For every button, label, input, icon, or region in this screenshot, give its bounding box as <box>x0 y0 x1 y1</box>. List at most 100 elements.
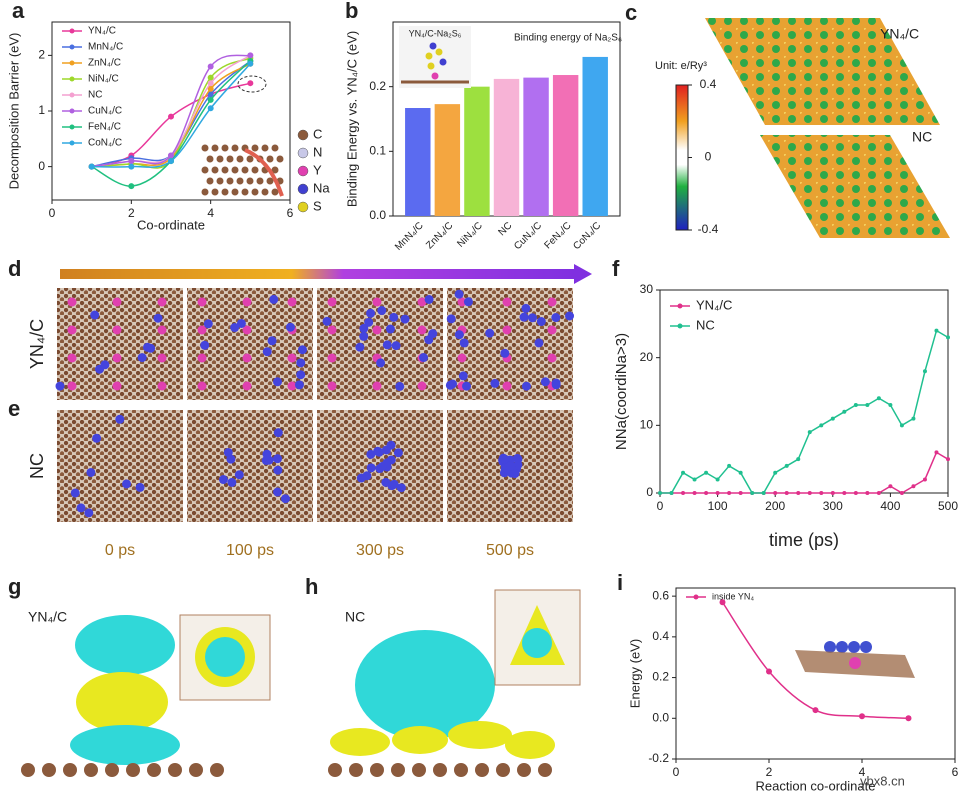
inset-atom <box>236 177 244 185</box>
inset-atom <box>261 144 269 152</box>
na-atom <box>70 488 80 498</box>
na-atom <box>218 475 228 485</box>
inset-atom <box>226 155 234 163</box>
na-atom <box>500 454 510 464</box>
atom-legend-label: Na <box>313 180 330 195</box>
na-atom <box>236 318 246 328</box>
row-label: YN₄/C <box>27 319 47 369</box>
inset-atom <box>271 188 279 196</box>
marker <box>750 491 755 495</box>
inset-atom <box>231 188 239 196</box>
atom <box>84 763 98 777</box>
x-tick-label: 400 <box>880 499 900 513</box>
y-atom <box>242 325 252 335</box>
marker <box>853 403 858 408</box>
atom <box>147 763 161 777</box>
y-atom <box>502 297 512 307</box>
marker <box>727 491 732 495</box>
atom <box>433 763 447 777</box>
atom <box>210 763 224 777</box>
bar <box>464 86 490 217</box>
x-tick-label: 200 <box>765 499 785 513</box>
y-tick-label: 20 <box>640 350 654 364</box>
y-atom <box>67 325 77 335</box>
marker <box>830 416 835 421</box>
marker <box>830 491 835 495</box>
y-atom <box>157 297 167 307</box>
md-snapshot <box>57 410 183 522</box>
na-atom <box>400 314 410 324</box>
na-atom <box>521 303 531 313</box>
marker <box>922 369 927 374</box>
y-tick-label: 2 <box>38 48 45 62</box>
highlight-circle <box>237 75 267 93</box>
na-atom <box>296 370 306 380</box>
marker <box>692 491 697 495</box>
marker <box>773 470 778 475</box>
inset-atom <box>221 166 229 174</box>
isosurface <box>448 721 512 749</box>
x-tick-label: MnN₄/C <box>393 220 426 253</box>
x-tick-label: FeN₄/C <box>543 220 574 251</box>
bar <box>405 108 431 216</box>
inset-atom <box>429 42 437 50</box>
na-atom <box>393 448 403 458</box>
legend-label: CuN₄/C <box>88 106 122 117</box>
watermark: ybx8.cn <box>860 773 905 788</box>
atom <box>391 763 405 777</box>
y-tick-label: 0.2 <box>652 670 669 684</box>
na-atom <box>297 345 307 355</box>
na-atom <box>458 371 468 381</box>
legend-label: CoN₄/C <box>88 138 122 149</box>
marker <box>207 63 214 70</box>
marker <box>865 403 870 408</box>
marker <box>812 707 819 714</box>
na-atom <box>446 314 456 324</box>
isosurface <box>522 628 552 658</box>
marker <box>658 491 662 495</box>
na-atom <box>267 336 277 346</box>
inset-atom <box>206 155 214 163</box>
legend-label: MnN₄/C <box>88 42 123 53</box>
na-atom <box>500 348 510 358</box>
series-line <box>660 451 949 494</box>
inset-atom <box>201 144 209 152</box>
x-tick-label: CuN₄/C <box>512 220 544 252</box>
atom <box>370 763 384 777</box>
x-axis-label: Reaction co-ordinate <box>756 778 876 793</box>
inset-atom <box>251 144 259 152</box>
panel-label: h <box>305 574 318 599</box>
legend-marker <box>69 108 75 114</box>
y-atom <box>547 297 557 307</box>
panel-label: d <box>8 256 21 281</box>
marker <box>681 491 686 495</box>
marker <box>888 484 893 489</box>
x-tick-label: NC <box>496 220 514 238</box>
isosurface <box>75 615 175 675</box>
legend-label: NiN₄/C <box>88 74 119 85</box>
marker <box>807 491 812 495</box>
inset-atom <box>231 166 239 174</box>
marker <box>922 477 927 482</box>
x-tick-label: 2 <box>766 765 773 779</box>
atom <box>105 763 119 777</box>
atom <box>63 763 77 777</box>
na-atom <box>454 330 464 340</box>
legend-label: ZnN₄/C <box>88 58 121 69</box>
isosurface <box>76 672 168 732</box>
y-atom <box>112 325 122 335</box>
na-atom <box>355 342 365 352</box>
na-atom <box>565 311 575 321</box>
inset-atom <box>206 177 214 185</box>
atom-legend-dot <box>297 147 309 159</box>
na-atom <box>273 487 283 497</box>
x-tick-label: 2 <box>128 206 135 220</box>
y-atom <box>372 325 382 335</box>
legend-label: FeN₄/C <box>88 122 121 133</box>
marker <box>715 491 720 495</box>
x-tick-label: 6 <box>952 765 959 779</box>
legend-marker <box>69 28 75 34</box>
legend-label: inside YN₄ <box>712 591 754 601</box>
inset-atom <box>251 188 259 196</box>
